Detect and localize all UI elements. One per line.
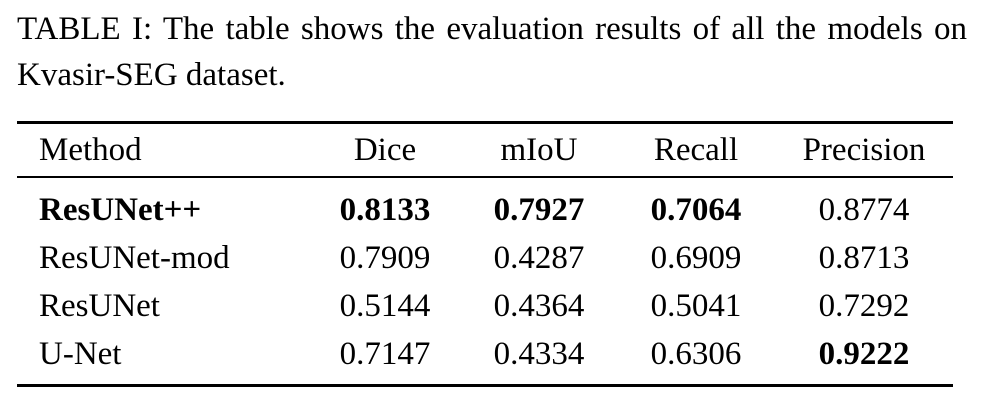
table-row: ResUNet-mod 0.7909 0.4287 0.6909 0.8713 [17,234,953,282]
header-dice: Dice [353,131,417,168]
cell-precision: 0.9222 [818,335,910,372]
cell-precision: 0.8713 [818,239,910,276]
header-method: Method [39,131,142,168]
table-row: ResUNet 0.5144 0.4364 0.5041 0.7292 [17,282,953,330]
table-row: ResUNet++ 0.8133 0.7927 0.7064 0.8774 [17,177,953,234]
cell-method: ResUNet-mod [39,239,230,276]
results-table-container: Method Dice mIoU Recall Precision ResUNe… [17,121,953,387]
header-precision: Precision [802,131,926,168]
header-recall: Recall [653,131,739,168]
cell-method: ResUNet [39,287,160,324]
cell-recall: 0.6909 [650,239,742,276]
table-caption: TABLE I: The table shows the evaluation … [17,11,967,93]
cell-miou: 0.4334 [493,335,585,372]
table-header-row: Method Dice mIoU Recall Precision [17,122,953,177]
cell-miou: 0.4364 [493,287,585,324]
header-miou: mIoU [500,131,578,168]
cell-precision: 0.7292 [818,287,910,324]
cell-dice: 0.5144 [339,287,431,324]
cell-recall: 0.6306 [650,335,742,372]
cell-method: U-Net [39,335,122,372]
cell-dice: 0.7909 [339,239,431,276]
cell-precision: 0.8774 [818,191,910,228]
table-row: U-Net 0.7147 0.4334 0.6306 0.9222 [17,330,953,386]
cell-dice: 0.7147 [339,335,431,372]
cell-miou: 0.7927 [493,191,585,228]
cell-recall: 0.5041 [650,287,742,324]
results-table: Method Dice mIoU Recall Precision ResUNe… [17,121,953,387]
cell-miou: 0.4287 [493,239,585,276]
cell-method: ResUNet++ [39,191,202,228]
cell-dice: 0.8133 [339,191,431,228]
cell-recall: 0.7064 [650,191,742,228]
